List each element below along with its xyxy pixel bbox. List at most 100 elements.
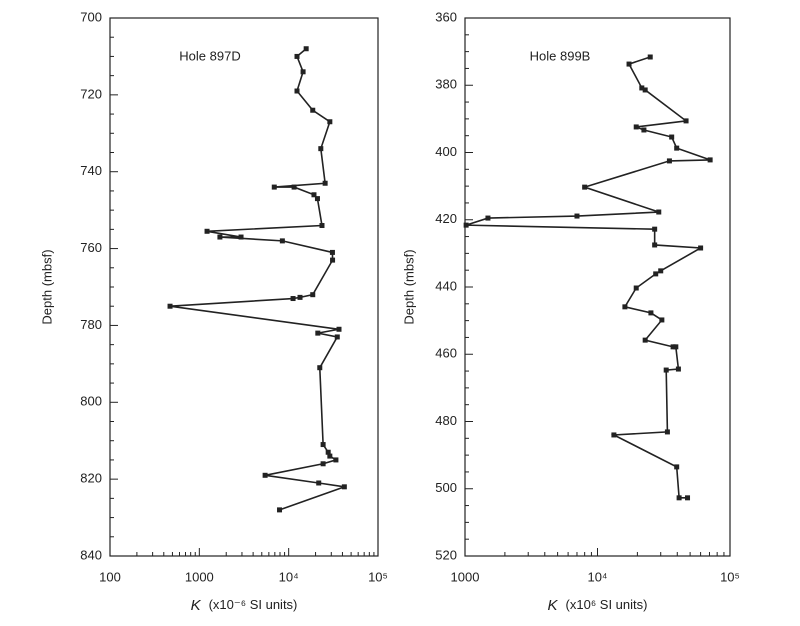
data-point	[641, 127, 647, 133]
y-tick-label: 780	[80, 317, 102, 332]
data-point	[204, 228, 210, 234]
data-point	[676, 495, 682, 501]
y-tick-label: 500	[435, 480, 457, 495]
data-point	[334, 334, 340, 340]
data-point	[310, 107, 316, 113]
data-point	[320, 442, 326, 448]
data-point	[297, 294, 303, 300]
data-point	[300, 69, 306, 75]
data-point	[642, 337, 648, 343]
data-point	[327, 119, 333, 125]
x-axis-symbol: K	[548, 597, 559, 614]
x-tick-label: 10⁵	[720, 569, 740, 584]
y-tick-label: 740	[80, 163, 102, 178]
data-point	[310, 292, 316, 298]
data-line	[465, 56, 711, 499]
data-point	[318, 146, 324, 152]
data-point	[319, 223, 325, 229]
data-point	[675, 366, 681, 372]
x-axis-unit: (x10⁻⁶ SI units)	[209, 597, 298, 612]
data-point	[673, 344, 679, 350]
data-point	[683, 118, 689, 124]
data-point	[656, 209, 662, 215]
data-point	[316, 480, 322, 486]
data-point	[639, 85, 645, 91]
data-point	[659, 317, 665, 323]
data-point	[217, 234, 223, 240]
x-tick-label: 1000	[185, 569, 214, 584]
y-tick-label: 700	[80, 9, 102, 24]
y-tick-label: 800	[80, 394, 102, 409]
data-point	[336, 326, 342, 332]
data-point	[320, 461, 326, 467]
data-point	[658, 268, 664, 274]
data-point	[633, 285, 639, 291]
x-tick-label: 100	[99, 569, 121, 584]
x-tick-label: 10⁴	[279, 569, 299, 584]
data-point	[294, 88, 300, 94]
data-point	[463, 222, 469, 228]
data-point	[262, 472, 268, 478]
data-point	[322, 180, 328, 186]
data-point	[669, 134, 675, 140]
y-tick-label: 760	[80, 240, 102, 255]
y-tick-label: 840	[80, 547, 102, 562]
y-tick-label: 400	[435, 144, 457, 159]
y-axis-label: Depth (mbsf)	[39, 249, 54, 324]
y-tick-label: 360	[435, 9, 457, 24]
data-point	[652, 242, 658, 248]
y-tick-label: 480	[435, 413, 457, 428]
data-point	[652, 226, 658, 232]
data-point	[333, 457, 339, 463]
data-point	[325, 449, 331, 455]
data-point	[315, 330, 321, 336]
y-tick-label: 460	[435, 346, 457, 361]
x-axis-unit: (x10⁶ SI units)	[566, 597, 648, 612]
data-point	[626, 61, 632, 67]
data-point	[327, 453, 333, 459]
data-point	[279, 238, 285, 244]
plot-frame	[464, 17, 731, 557]
x-axis-label: K (x10⁻⁶ SI units)	[191, 597, 298, 614]
y-tick-label: 420	[435, 211, 457, 226]
data-point	[291, 184, 297, 190]
y-tick-label: 440	[435, 278, 457, 293]
data-point	[582, 184, 588, 190]
data-point	[666, 158, 672, 164]
data-point	[485, 215, 491, 221]
data-point	[167, 303, 173, 309]
y-axis-label: Depth (mbsf)	[401, 249, 416, 324]
plot-frame	[109, 17, 379, 557]
y-tick-label: 720	[80, 86, 102, 101]
data-point	[674, 145, 680, 151]
y-tick-label: 520	[435, 547, 457, 562]
chart-panel: 100 1000 10⁴ 10⁵ 700 720 740 760 780 800 820 840 Dep…	[39, 9, 387, 614]
data-point	[330, 257, 336, 263]
data-point	[698, 245, 704, 251]
data-point	[663, 367, 669, 373]
data-point	[329, 249, 335, 255]
data-point	[664, 429, 670, 435]
data-point	[303, 46, 309, 52]
chart-panel: 1000 10⁴ 10⁵ 360 380 400 420 440 460 480 500 520 Dep…	[401, 9, 739, 614]
data-point	[653, 271, 659, 277]
data-line	[169, 48, 345, 511]
data-point	[633, 124, 639, 130]
x-tick-label: 1000	[451, 569, 480, 584]
data-point	[642, 87, 648, 93]
data-point	[611, 432, 617, 438]
data-point	[311, 192, 317, 198]
data-point	[314, 196, 320, 202]
hole-label: Hole 899B	[530, 48, 591, 63]
data-point	[290, 296, 296, 302]
y-tick-label: 820	[80, 471, 102, 486]
data-point	[622, 304, 628, 310]
x-axis-label: K (x10⁶ SI units)	[548, 597, 648, 614]
data-point	[670, 344, 676, 350]
y-tick-label: 380	[435, 77, 457, 92]
data-point	[674, 464, 680, 470]
data-point	[294, 53, 300, 59]
data-point	[707, 157, 713, 163]
data-point	[685, 495, 691, 501]
